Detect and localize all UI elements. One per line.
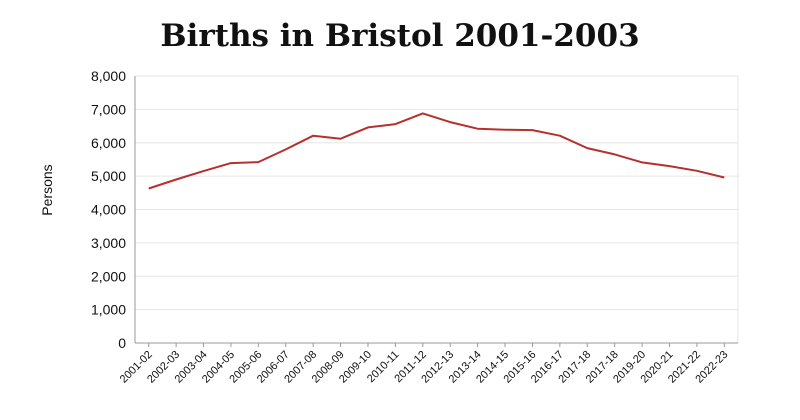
y-tick-label: 4,000	[91, 202, 126, 218]
y-tick-label: 2,000	[91, 268, 126, 284]
chart-title: Births in Bristol 2001-2003	[160, 18, 640, 54]
y-tick-label: 5,000	[91, 168, 126, 184]
y-tick-label: 8,000	[91, 68, 126, 84]
grid-lines	[135, 75, 739, 343]
y-tick-label: 0	[118, 335, 126, 351]
y-tick-label: 6,000	[91, 135, 126, 151]
y-tick-label: 1,000	[91, 302, 126, 318]
axes	[134, 76, 738, 344]
series	[148, 112, 725, 190]
series-line	[148, 112, 725, 190]
y-axis-label: Persons	[39, 164, 55, 215]
x-axis-ticks: 2001-022002-032003-042004-052005-062006-…	[118, 343, 730, 386]
y-axis-ticks: 0 1,000 2,000 3,000 4,000 5,000 6,000 7,000 8,00…	[91, 68, 126, 351]
y-tick-label: 7,000	[91, 101, 126, 117]
y-tick-label: 3,000	[91, 235, 126, 251]
